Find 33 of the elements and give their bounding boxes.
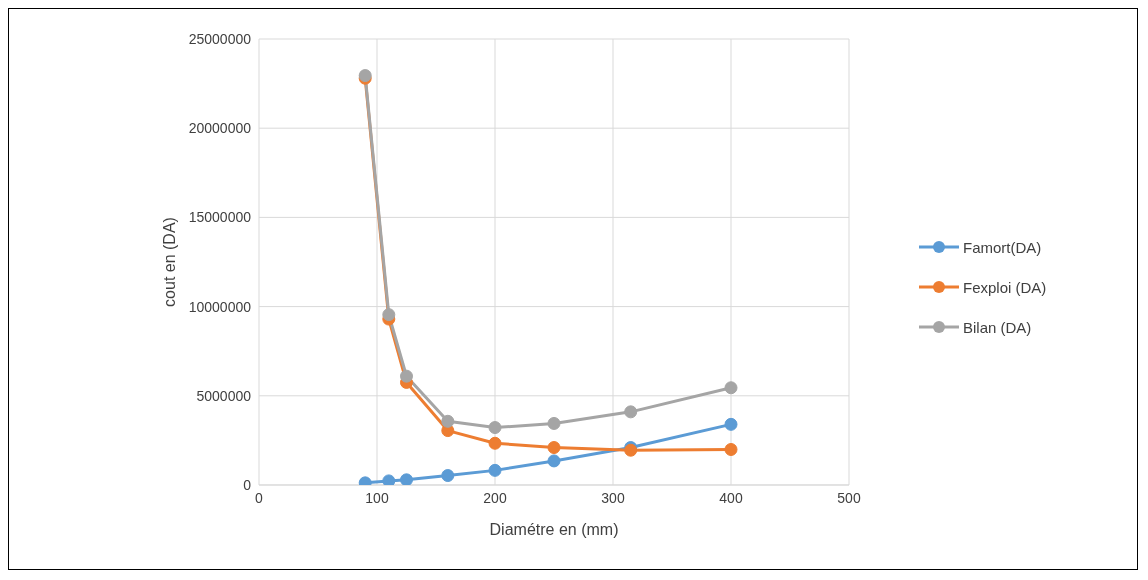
y-tick-label: 25000000	[188, 30, 252, 47]
point	[488, 436, 502, 450]
point	[400, 473, 413, 485]
legend-label: Bilan (DA)	[963, 318, 1032, 336]
x-tick-label: 300	[601, 489, 625, 506]
point	[724, 381, 738, 395]
y-tick-label: 5000000	[196, 387, 252, 404]
point	[488, 463, 502, 477]
point	[400, 369, 413, 383]
x-tick-label: 500	[837, 489, 861, 506]
legend-label: Famort(DA)	[963, 238, 1042, 256]
x-tick-label: 0	[255, 489, 264, 506]
y-axis-title: cout en (DA)	[160, 217, 178, 307]
point	[624, 405, 638, 419]
y-tick-label: 20000000	[188, 120, 252, 137]
x-tick-label: 100	[365, 489, 389, 506]
point	[547, 454, 561, 468]
y-tick-label: 0	[243, 476, 252, 493]
point	[382, 474, 396, 485]
point	[547, 416, 561, 430]
point	[488, 421, 502, 435]
y-tick-label: 10000000	[188, 298, 252, 315]
point	[547, 441, 561, 455]
x-tick-label: 200	[483, 489, 507, 506]
point	[441, 469, 455, 483]
y-tick-label: 15000000	[188, 209, 252, 226]
x-axis-title: Diamétre en (mm)	[489, 521, 619, 538]
point	[724, 443, 738, 456]
x-tick-label: 400	[719, 489, 743, 506]
point	[724, 417, 738, 431]
point	[441, 414, 455, 428]
legend-label: Fexploi (DA)	[963, 278, 1047, 296]
point	[382, 308, 396, 322]
